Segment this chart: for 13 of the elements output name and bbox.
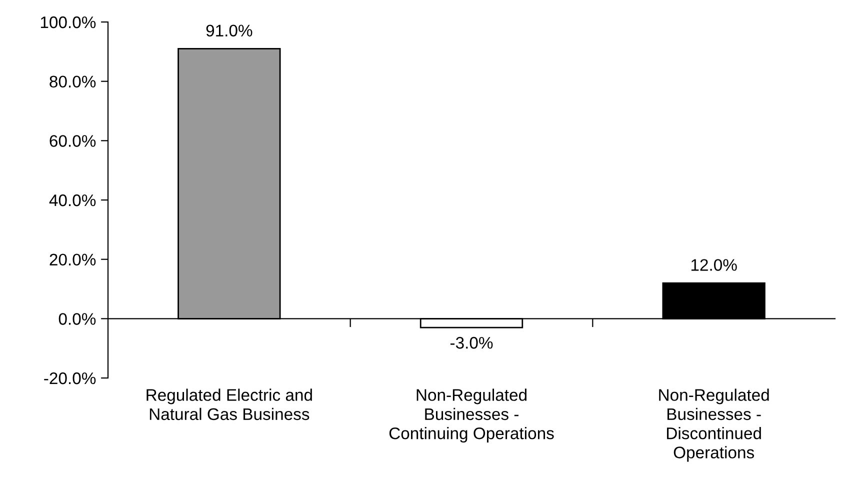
y-tick-label: 100.0% (40, 16, 96, 28)
data-label: 91.0% (206, 24, 252, 37)
y-tick-label: -20.0% (44, 372, 96, 384)
y-tick-label: 80.0% (50, 76, 96, 88)
data-label: -3.0% (450, 336, 493, 349)
y-tick-label: 60.0% (50, 135, 96, 147)
y-tick-label: 40.0% (49, 194, 96, 206)
y-tick-label: 20.0% (50, 254, 96, 266)
x-tick-label: Non-Regulated Businesses - Continuing Operations (389, 388, 554, 443)
y-tick-label: 0.0% (58, 313, 96, 325)
data-label: 12.0% (691, 259, 737, 271)
x-tick-label: Regulated Electric and Natural Gas Business (146, 388, 312, 420)
x-tick-label: Non-Regulated Businesses - Discontinued Operations (659, 388, 769, 462)
